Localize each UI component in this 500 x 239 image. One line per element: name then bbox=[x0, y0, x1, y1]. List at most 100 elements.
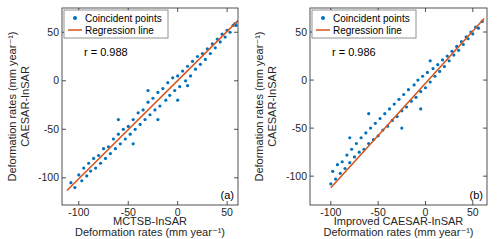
scatter-point bbox=[414, 96, 417, 99]
legend-box bbox=[312, 10, 416, 38]
figure: -100-50050-100-50050MCTSB-InSARDeformati… bbox=[0, 0, 500, 239]
scatter-point bbox=[350, 148, 353, 151]
scatter-point bbox=[117, 118, 120, 121]
scatter-point bbox=[181, 69, 184, 72]
scatter-point bbox=[92, 157, 95, 160]
scatter-point bbox=[191, 60, 194, 63]
scatter-point bbox=[129, 133, 132, 136]
scatter-point bbox=[374, 122, 377, 125]
plot-background bbox=[310, 8, 487, 205]
scatter-point bbox=[173, 89, 176, 92]
x-tick-label: 50 bbox=[467, 206, 479, 218]
panel-label: (a) bbox=[221, 189, 234, 201]
y-axis-label: Deformation rates (mm year⁻¹) bbox=[253, 31, 265, 181]
scatter-point bbox=[153, 108, 156, 111]
scatter-point bbox=[214, 46, 217, 49]
scatter-point bbox=[353, 155, 356, 158]
panel: -100-50050-100-50050Improved CAESAR-InSA… bbox=[253, 8, 487, 238]
scatter-point bbox=[219, 40, 222, 43]
legend-swatch bbox=[316, 29, 330, 31]
scatter-point bbox=[176, 99, 179, 102]
scatter-point bbox=[156, 118, 159, 121]
scatter-point bbox=[364, 131, 367, 134]
correlation-label: r = 0.986 bbox=[332, 46, 376, 58]
scatter-point bbox=[186, 65, 189, 68]
y-tick-right bbox=[234, 80, 238, 81]
x-axis-label: Deformation rates (mm year⁻¹) bbox=[323, 226, 473, 238]
x-tick bbox=[177, 201, 178, 205]
scatter-point bbox=[341, 160, 344, 163]
scatter-point bbox=[228, 31, 231, 34]
scatter-point bbox=[407, 88, 410, 91]
scatter-point bbox=[348, 136, 351, 139]
scatter-point bbox=[104, 157, 107, 160]
legend-label: Coincident points bbox=[85, 13, 162, 24]
legend-swatch bbox=[68, 29, 82, 31]
scatter-point bbox=[164, 99, 167, 102]
x-axis-label: Deformation rates (mm year⁻¹) bbox=[75, 226, 225, 238]
legend-swatch bbox=[73, 16, 77, 20]
y-tick-right bbox=[483, 32, 487, 33]
scatter-point bbox=[331, 170, 334, 173]
y-tick bbox=[62, 129, 66, 130]
scatter-point bbox=[87, 162, 90, 165]
scatter-point bbox=[369, 127, 372, 130]
axes-frame bbox=[310, 8, 487, 205]
y-tick-right bbox=[234, 177, 238, 178]
scatter-point bbox=[124, 137, 127, 140]
scatter-point bbox=[114, 147, 117, 150]
x-tick-label: -100 bbox=[68, 206, 89, 218]
y-tick-label: 0 bbox=[301, 74, 307, 86]
y-tick-label: -50 bbox=[292, 122, 307, 134]
scatter-point bbox=[151, 97, 154, 100]
scatter-point bbox=[189, 74, 192, 77]
scatter-point bbox=[378, 117, 381, 120]
y-tick-label: -100 bbox=[286, 170, 307, 182]
x-tick-top bbox=[227, 8, 228, 12]
y-tick bbox=[310, 80, 314, 81]
scatter-point bbox=[441, 58, 444, 61]
y-axis-label: Deformation rates (mm year⁻¹) bbox=[6, 31, 18, 181]
panel-label: (b) bbox=[470, 189, 483, 201]
scatter-point bbox=[132, 142, 135, 145]
scatter-point bbox=[176, 74, 179, 77]
scatter-point bbox=[204, 58, 207, 61]
scatter-point bbox=[421, 75, 424, 78]
scatter-point bbox=[429, 80, 432, 83]
y-tick bbox=[310, 176, 314, 177]
x-tick bbox=[227, 201, 228, 205]
y-tick bbox=[62, 177, 66, 178]
scatter-point bbox=[139, 123, 142, 126]
legend: Coincident pointsRegression line bbox=[312, 10, 416, 38]
x-tick bbox=[78, 201, 79, 205]
scatter-point bbox=[168, 94, 171, 97]
plot-area bbox=[329, 19, 484, 188]
scatter-point bbox=[358, 151, 361, 154]
x-tick bbox=[128, 201, 129, 205]
scatter-point bbox=[419, 107, 422, 110]
scatter-point bbox=[122, 128, 125, 131]
legend-swatch bbox=[321, 16, 325, 20]
panel: -100-50050-100-50050MCTSB-InSARDeformati… bbox=[6, 8, 238, 238]
x-tick bbox=[378, 201, 379, 205]
scatter-point bbox=[196, 55, 199, 58]
x-tick-label: 50 bbox=[221, 206, 233, 218]
scatter-point bbox=[443, 65, 446, 68]
scatter-point bbox=[156, 91, 159, 94]
y-tick-label: 0 bbox=[53, 74, 59, 86]
scatter-point bbox=[424, 86, 427, 89]
scatter-point bbox=[178, 85, 181, 88]
scatter-point bbox=[388, 107, 391, 110]
scatter-point bbox=[448, 59, 451, 62]
scatter-point bbox=[161, 87, 164, 90]
legend-label: Regression line bbox=[333, 25, 402, 36]
scatter-point bbox=[82, 167, 85, 170]
plot-area bbox=[67, 21, 238, 191]
scatter-point bbox=[416, 78, 419, 81]
y-tick-right bbox=[483, 176, 487, 177]
scatter-point bbox=[89, 169, 92, 172]
scatter-point bbox=[134, 128, 137, 131]
scatter-point bbox=[360, 136, 363, 139]
scatter-point bbox=[224, 36, 227, 39]
y-tick-right bbox=[234, 129, 238, 130]
